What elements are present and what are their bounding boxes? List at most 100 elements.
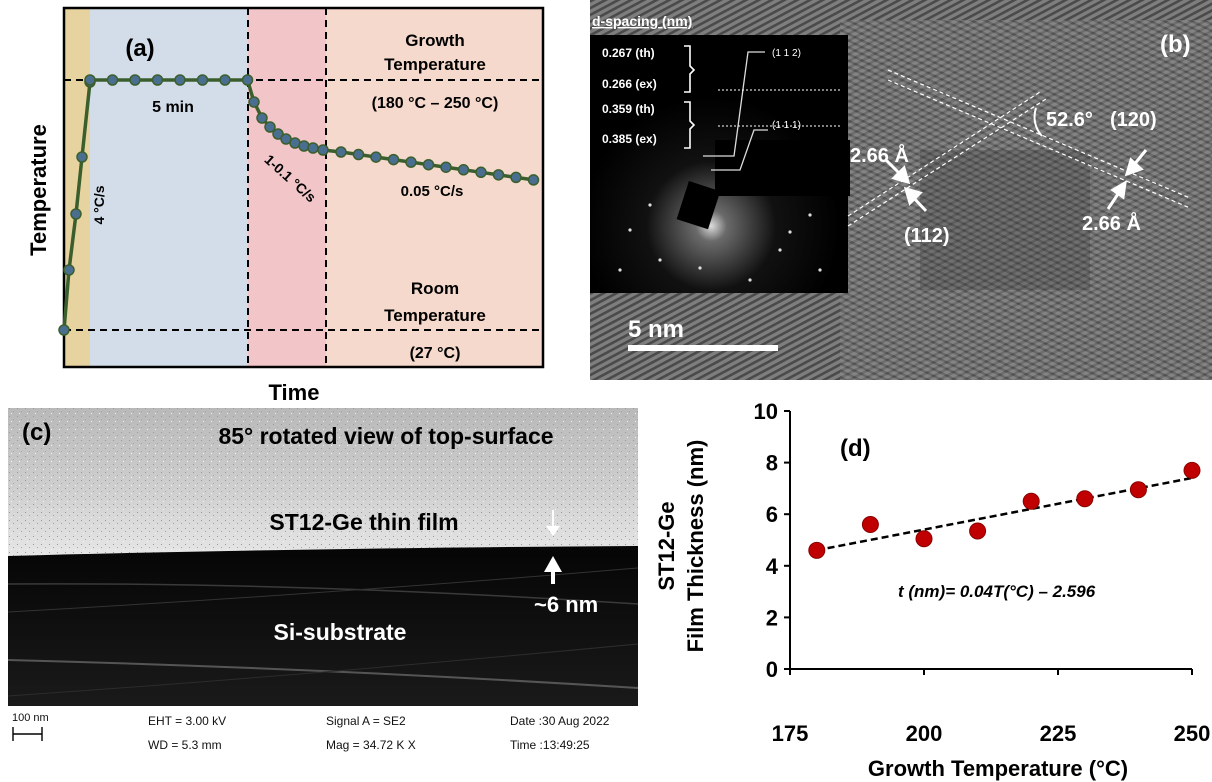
- profile-marker: [264, 121, 276, 133]
- chart-axes: [789, 411, 1192, 670]
- sem-date: Date :30 Aug 2022: [510, 714, 610, 728]
- panel-d-thickness-chart: 0 2 4 6 8 10 175 200 225 250 (d) t (nm)= 0.04T(°C…: [654, 399, 1211, 781]
- x-tick-label: 200: [906, 721, 943, 746]
- diffraction-spot: [748, 278, 752, 282]
- profile-marker: [129, 74, 141, 86]
- room-temp-title-2: Temperature: [384, 306, 486, 325]
- y-axis-label-line2: Film Thickness (nm): [683, 440, 708, 653]
- profile-marker: [510, 171, 522, 184]
- substrate-label: Si-substrate: [274, 619, 407, 645]
- stable-region: [326, 8, 543, 367]
- room-temp-value: (27 °C): [410, 345, 461, 362]
- spacing-right-label: 2.66 Å: [1082, 211, 1141, 235]
- data-point: [861, 516, 879, 534]
- profile-marker: [422, 158, 435, 171]
- profile-marker: [58, 324, 70, 336]
- slow-cooling-rate-label: 0.05 °C/s: [401, 183, 464, 200]
- profile-marker: [106, 74, 119, 86]
- profile-marker: [272, 128, 284, 140]
- panel-a-y-axis-label: Temperature: [26, 124, 51, 256]
- profile-marker: [248, 96, 260, 108]
- film-label: ST12-Ge thin film: [269, 509, 458, 535]
- diffraction-spot: [788, 230, 792, 234]
- sem-scale-bar: [12, 727, 43, 741]
- profile-marker: [241, 74, 254, 86]
- panel-b-hrtem-image: d-spacing (nm) 0.267 (th) 0.266 (ex) (1 …: [590, 0, 1212, 380]
- plot-frame: [790, 411, 1192, 669]
- profile-marker: [335, 146, 347, 158]
- profile-marker: [370, 151, 382, 163]
- scale-bar: [628, 345, 778, 351]
- d-spacing-title: d-spacing (nm): [592, 13, 692, 29]
- profile-marker: [256, 112, 268, 124]
- substrate-layer: [8, 546, 638, 706]
- y-axis-label-line1: ST12-Ge: [654, 501, 679, 590]
- ramp-region: [64, 8, 90, 367]
- panel-c-label: (c): [22, 419, 51, 446]
- plane-120-label: (120): [1110, 109, 1157, 131]
- diffraction-spot: [628, 228, 632, 232]
- hold-time-label: 5 min: [152, 99, 194, 116]
- profile-marker: [475, 166, 487, 179]
- profile-marker: [174, 74, 186, 86]
- sem-eht: EHT = 3.00 kV: [148, 714, 227, 728]
- x-tick-label: 250: [1174, 721, 1211, 746]
- diffraction-spot: [778, 248, 782, 252]
- plane-112-label: (112): [904, 225, 950, 247]
- sem-time: Time :13:49:25: [510, 738, 590, 752]
- profile-marker: [151, 74, 164, 86]
- panel-a-process-diagram: (a) 5 min 4 °C/s 1-0.1 °C/s 0.05 °C/s Gr…: [26, 6, 545, 405]
- x-axis-label: Growth Temperature (°C): [868, 756, 1128, 781]
- panel-a-frame: [62, 6, 545, 369]
- profile-marker: [317, 144, 329, 156]
- data-point: [1183, 461, 1201, 479]
- scale-bar-label: 5 nm: [628, 316, 684, 343]
- trend-line-group: [816, 476, 1193, 552]
- fit-equation: t (nm)= 0.04T(°C) – 2.596: [898, 582, 1096, 601]
- view-title: 85° rotated view of top-surface: [218, 423, 553, 449]
- data-point: [1129, 481, 1147, 499]
- diffraction-spot: [808, 213, 812, 217]
- data-point: [808, 541, 826, 559]
- data-point: [1076, 490, 1094, 508]
- profile-marker: [196, 74, 209, 86]
- temperature-profile-curve: [58, 74, 540, 336]
- y-tick-label: 4: [766, 554, 779, 579]
- profile-marker: [76, 151, 88, 163]
- profile-marker: [387, 153, 400, 166]
- sem-signal: Signal A = SE2: [326, 714, 406, 728]
- y-tick-label: 10: [754, 399, 778, 424]
- profile-marker: [307, 142, 319, 154]
- data-point: [969, 522, 987, 540]
- growth-temp-title-2: Temperature: [384, 55, 486, 74]
- thickness-arrows: [544, 510, 562, 584]
- beam-stop: [715, 140, 850, 196]
- trend-line: [816, 476, 1193, 552]
- data-points: [808, 461, 1201, 559]
- diffraction-spot: [618, 268, 622, 272]
- cooling-region: [248, 8, 326, 367]
- panel-d-label: (d): [840, 435, 871, 462]
- diffraction-spot: [648, 203, 652, 207]
- profile-marker: [527, 174, 540, 186]
- y-tick-label: 8: [766, 451, 778, 476]
- diffraction-spot: [698, 266, 702, 270]
- pair1-plane: (1 1 2): [772, 48, 801, 59]
- diffraction-spots: [618, 203, 822, 282]
- data-point: [1022, 492, 1040, 510]
- growth-temp-range: (180 °C – 250 °C): [372, 95, 499, 112]
- hold-region: [90, 8, 248, 367]
- panel-b-label: (b): [1160, 31, 1191, 58]
- thickness-label: ~6 nm: [534, 592, 598, 617]
- sem-mag: Mag = 34.72 K X: [326, 738, 416, 752]
- profile-marker: [219, 74, 231, 86]
- pair2-experimental: 0.385 (ex): [602, 132, 657, 146]
- chart-tick-labels: 0 2 4 6 8 10 175 200 225 250: [754, 399, 1211, 746]
- growth-temp-title-1: Growth: [405, 31, 465, 50]
- ramp-rate-label: 4 °C/s: [91, 185, 107, 224]
- profile-marker: [492, 169, 505, 181]
- pair2-theoretical: 0.359 (th): [602, 102, 655, 116]
- y-tick-label: 0: [766, 657, 778, 682]
- y-tick-label: 2: [766, 605, 778, 630]
- sem-scale-label: 100 nm: [12, 712, 49, 724]
